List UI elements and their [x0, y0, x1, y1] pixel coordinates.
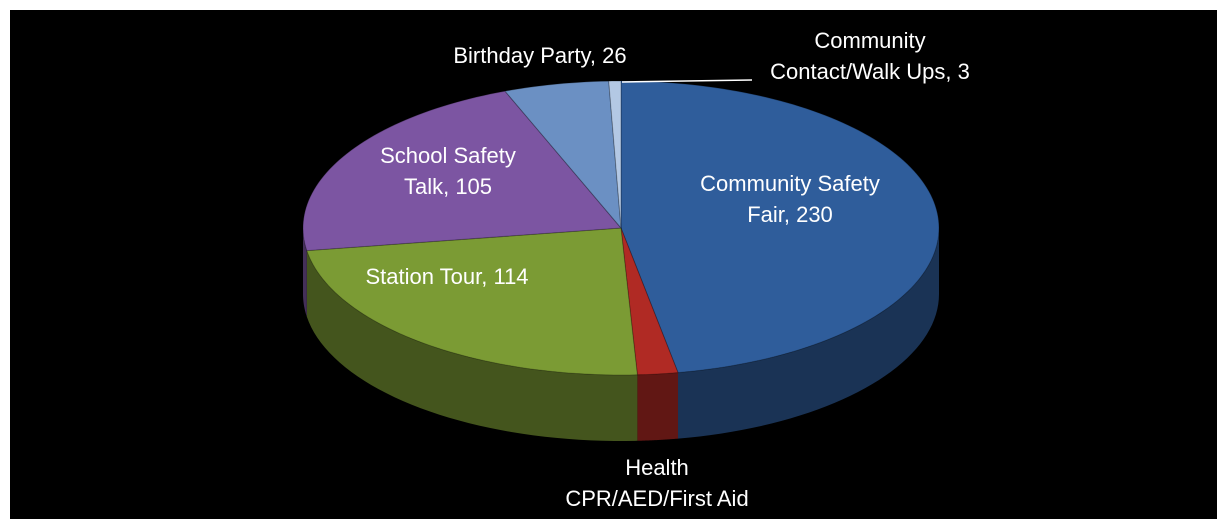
pie-slice: [306, 227, 638, 376]
pie-side: [306, 250, 638, 441]
data-label: Fair, 230: [747, 202, 833, 227]
pie-slice: [620, 80, 940, 374]
pie-slice: [608, 80, 622, 229]
pie-side: [303, 228, 307, 317]
pie-side: [637, 372, 679, 441]
data-label: Community: [814, 28, 925, 53]
data-label: Station Tour, 114: [365, 264, 528, 289]
data-label: Talk, 105: [404, 174, 492, 199]
data-label: School Safety: [380, 143, 516, 168]
pie-side: [678, 228, 939, 439]
data-label: Community Safety: [700, 171, 880, 196]
data-label: Contact/Walk Ups, 3: [770, 59, 970, 84]
pie-sides: [303, 228, 939, 441]
pie-slice: [620, 227, 679, 376]
leader-line: [621, 79, 753, 83]
pie-slice: [504, 80, 622, 230]
data-label: CPR/AED/First Aid: [565, 486, 748, 511]
data-label: Health: [625, 455, 689, 480]
pie-tops: [302, 80, 940, 376]
data-label: Birthday Party, 26: [453, 43, 626, 68]
pie-slice: [302, 90, 623, 252]
labels: Community Safety Fair, 230 Health CPR/AED/F…: [365, 28, 969, 511]
